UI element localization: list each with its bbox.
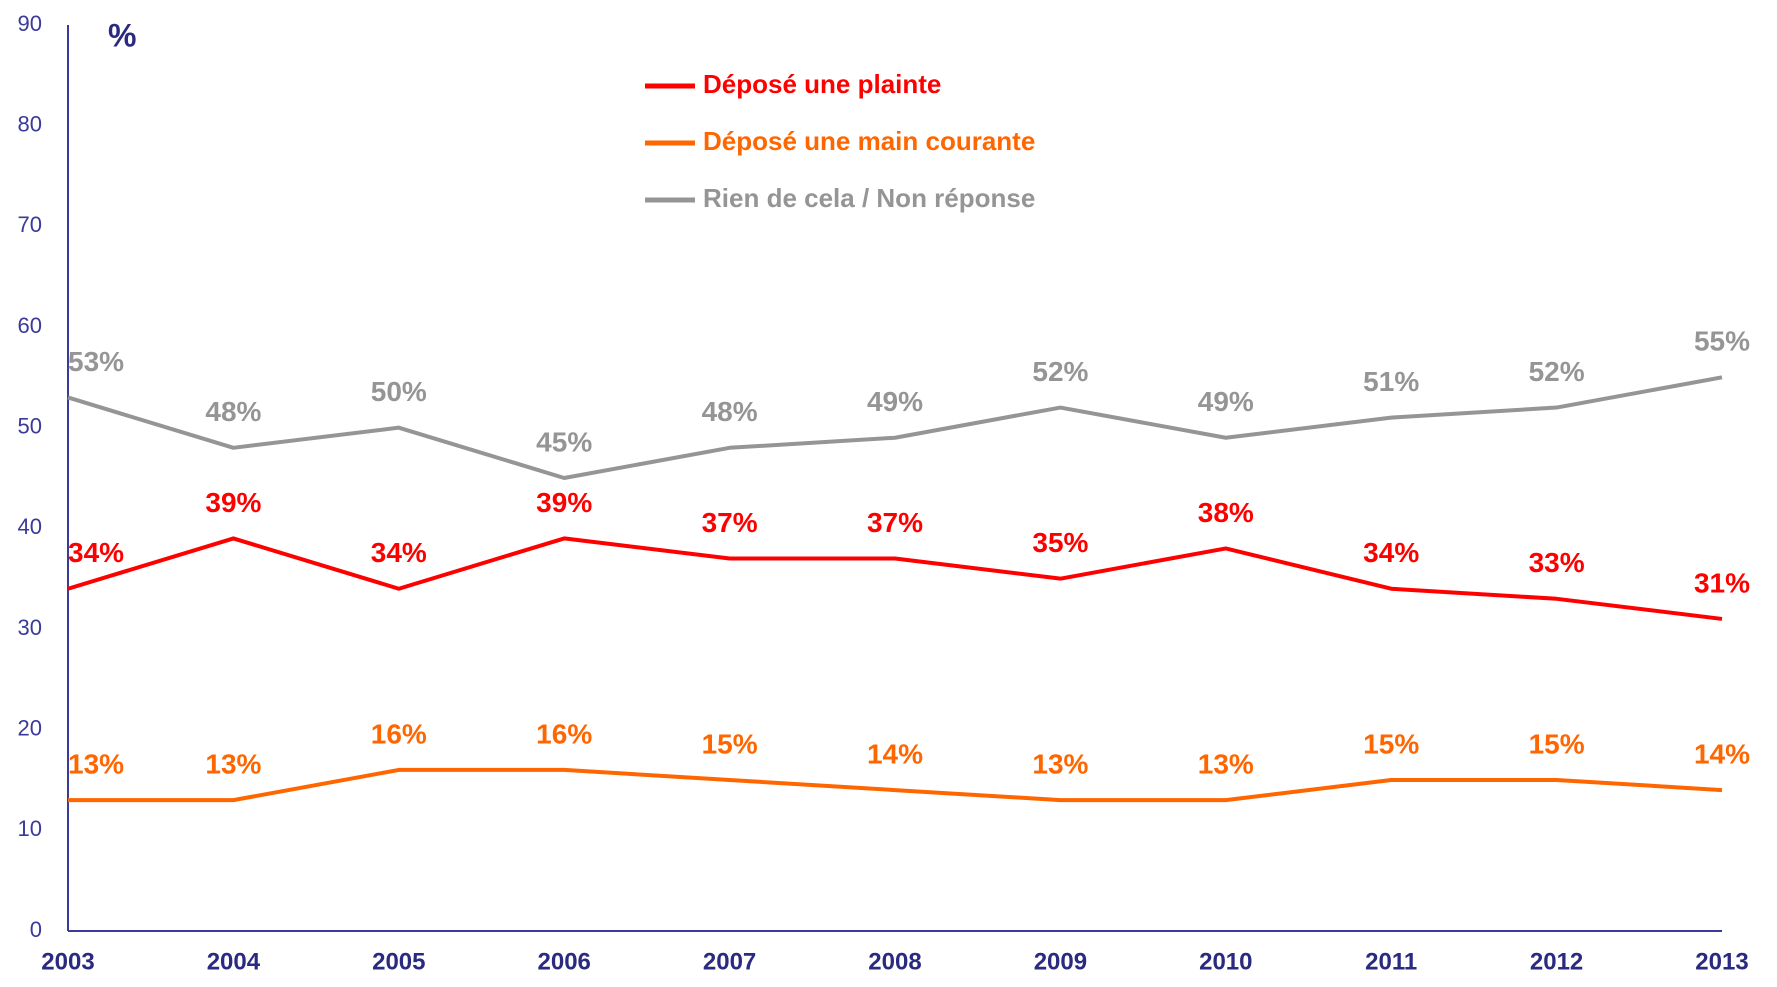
y-tick-label: 40 xyxy=(18,514,42,539)
value-label: 51% xyxy=(1363,366,1419,397)
value-label: 39% xyxy=(205,487,261,518)
value-label: 34% xyxy=(371,537,427,568)
y-tick-label: 60 xyxy=(18,313,42,338)
y-tick-label: 90 xyxy=(18,11,42,36)
y-tick-label: 50 xyxy=(18,413,42,438)
value-label: 37% xyxy=(867,507,923,538)
x-tick-label: 2004 xyxy=(207,948,261,975)
value-label: 16% xyxy=(371,718,427,749)
value-label: 15% xyxy=(1363,728,1419,759)
y-tick-label: 10 xyxy=(18,816,42,841)
value-label: 14% xyxy=(867,738,923,769)
legend-label: Déposé une plainte xyxy=(703,69,941,99)
y-tick-label: 30 xyxy=(18,615,42,640)
value-label: 31% xyxy=(1694,567,1750,598)
value-label: 37% xyxy=(702,507,758,538)
value-label: 52% xyxy=(1032,356,1088,387)
y-unit: % xyxy=(108,17,136,53)
value-label: 13% xyxy=(205,749,261,780)
legend-label: Déposé une main courante xyxy=(703,126,1035,156)
value-label: 33% xyxy=(1529,547,1585,578)
value-label: 13% xyxy=(1198,749,1254,780)
value-label: 13% xyxy=(1032,749,1088,780)
x-tick-label: 2008 xyxy=(868,948,921,975)
series-line xyxy=(68,767,1723,803)
legend-label: Rien de cela / Non réponse xyxy=(703,183,1035,213)
value-label: 48% xyxy=(702,396,758,427)
value-label: 15% xyxy=(702,728,758,759)
value-label: 48% xyxy=(205,396,261,427)
y-tick-label: 70 xyxy=(18,212,42,237)
x-tick-label: 2005 xyxy=(372,948,425,975)
value-label: 34% xyxy=(1363,537,1419,568)
x-tick-label: 2010 xyxy=(1199,948,1252,975)
x-tick-label: 2007 xyxy=(703,948,756,975)
y-tick-label: 20 xyxy=(18,715,42,740)
value-label: 39% xyxy=(536,487,592,518)
value-label: 13% xyxy=(68,749,124,780)
x-tick-label: 2009 xyxy=(1034,948,1087,975)
value-label: 50% xyxy=(371,376,427,407)
value-label: 49% xyxy=(1198,386,1254,417)
x-tick-label: 2011 xyxy=(1365,948,1417,975)
value-label: 45% xyxy=(536,426,592,457)
y-tick-label: 0 xyxy=(30,917,42,942)
value-label: 53% xyxy=(68,346,124,377)
value-label: 38% xyxy=(1198,497,1254,528)
y-tick-label: 80 xyxy=(18,111,42,136)
value-label: 35% xyxy=(1032,527,1088,558)
x-tick-label: 2006 xyxy=(538,948,591,975)
value-label: 55% xyxy=(1694,326,1750,357)
x-tick-label: 2013 xyxy=(1695,948,1748,975)
value-label: 49% xyxy=(867,386,923,417)
value-label: 14% xyxy=(1694,738,1750,769)
value-label: 52% xyxy=(1529,356,1585,387)
value-label: 16% xyxy=(536,718,592,749)
x-tick-label: 2012 xyxy=(1530,948,1583,975)
value-label: 15% xyxy=(1529,728,1585,759)
value-label: 34% xyxy=(68,537,124,568)
series-line xyxy=(67,375,1723,480)
x-tick-label: 2003 xyxy=(41,948,94,975)
series-line xyxy=(67,536,1723,621)
